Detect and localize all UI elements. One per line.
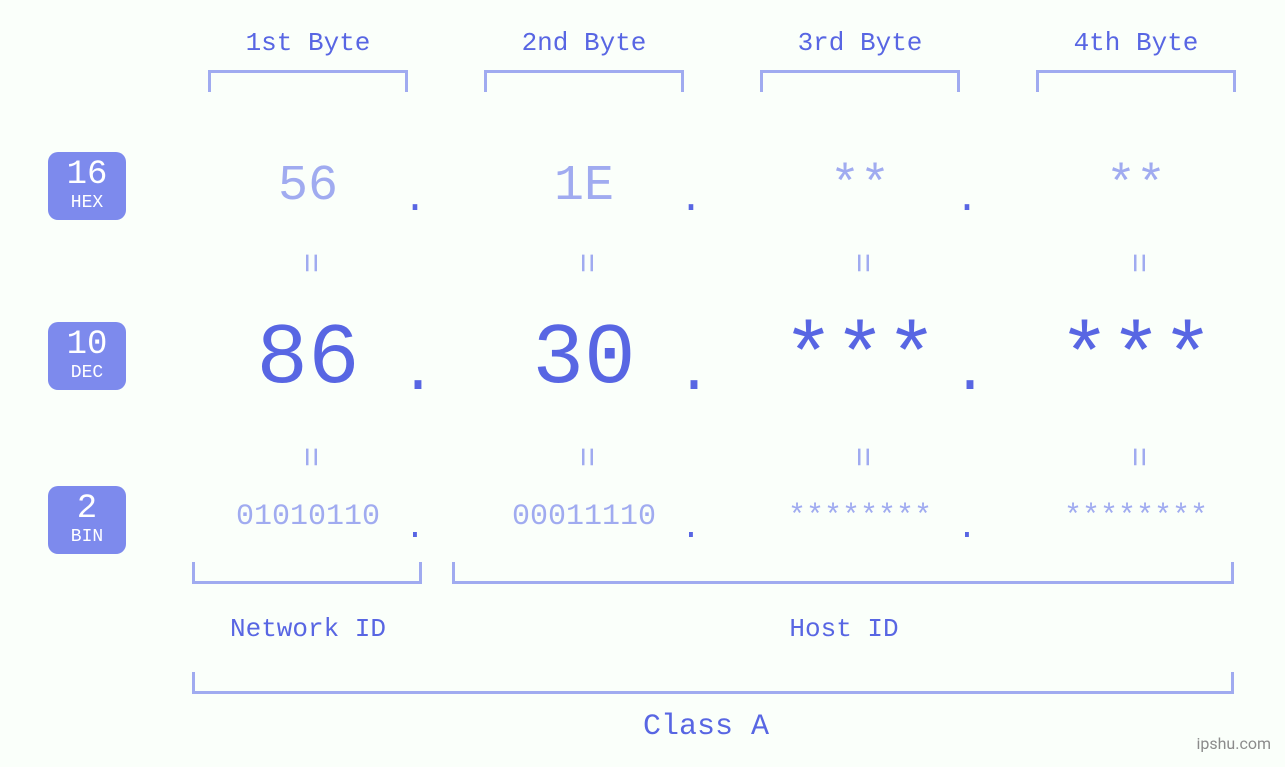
watermark: ipshu.com [1196, 734, 1271, 753]
dot-dec-2: . [676, 340, 706, 408]
byte-header-2: 2nd Byte [454, 28, 714, 58]
eq-dec-bin-2: = [565, 327, 603, 587]
badge-bin-label: BIN [48, 528, 126, 546]
bracket-class [192, 672, 1234, 694]
eq-dec-bin-4: = [1117, 327, 1155, 587]
badge-bin-base: 2 [48, 492, 126, 526]
bin-byte3: ******** [730, 500, 990, 534]
bracket-top-byte1 [208, 70, 408, 92]
bracket-top-byte4 [1036, 70, 1236, 92]
bracket-top-byte3 [760, 70, 960, 92]
badge-bin: 2 BIN [48, 486, 126, 554]
badge-hex-label: HEX [48, 194, 126, 212]
byte-header-3: 3rd Byte [730, 28, 990, 58]
dot-bin-2: . [676, 510, 706, 548]
dot-hex-2: . [676, 178, 706, 223]
dot-bin-3: . [952, 510, 982, 548]
dot-bin-1: . [400, 510, 430, 548]
dot-dec-1: . [400, 340, 430, 408]
bracket-top-byte2 [484, 70, 684, 92]
badge-dec-base: 10 [48, 328, 126, 362]
dot-dec-3: . [952, 340, 982, 408]
bin-byte1: 01010110 [178, 500, 438, 534]
badge-hex-base: 16 [48, 158, 126, 192]
diagram-canvas: 1st Byte 2nd Byte 3rd Byte 4th Byte 16 H… [0, 0, 1285, 767]
network-id-label: Network ID [178, 614, 438, 644]
class-label: Class A [178, 710, 1234, 744]
dot-hex-3: . [952, 178, 982, 223]
badge-dec-label: DEC [48, 364, 126, 382]
bracket-host-id [452, 562, 1234, 584]
byte-header-4: 4th Byte [1006, 28, 1266, 58]
bracket-network-id [192, 562, 422, 584]
dot-hex-1: . [400, 178, 430, 223]
host-id-label: Host ID [454, 614, 1234, 644]
bin-byte4: ******** [1006, 500, 1266, 534]
badge-hex: 16 HEX [48, 152, 126, 220]
eq-dec-bin-3: = [841, 327, 879, 587]
bin-byte2: 00011110 [454, 500, 714, 534]
eq-dec-bin-1: = [289, 327, 327, 587]
badge-dec: 10 DEC [48, 322, 126, 390]
byte-header-1: 1st Byte [178, 28, 438, 58]
